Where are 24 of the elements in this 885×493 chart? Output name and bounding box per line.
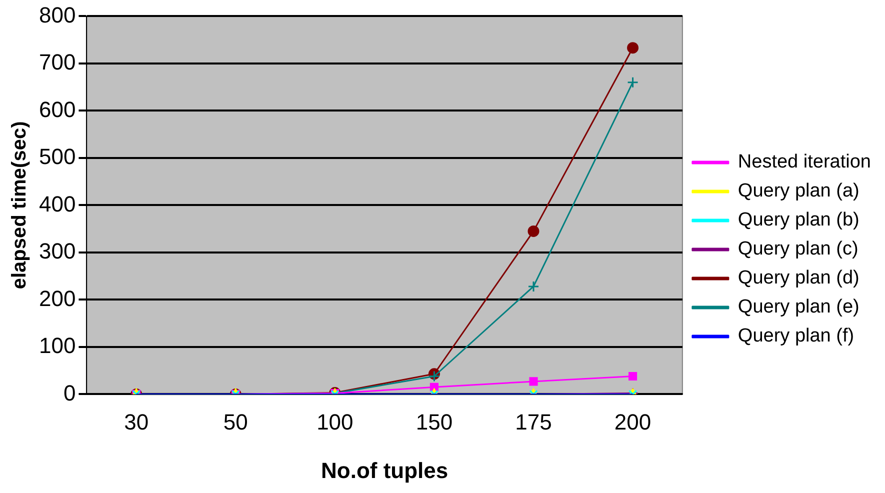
- y-axis-title: elapsed time(sec): [8, 121, 31, 290]
- x-axis-title: No.of tuples: [321, 458, 448, 483]
- y-tick-label: 100: [38, 333, 76, 358]
- legend-label: Query plan (f): [738, 326, 854, 347]
- x-tick-label: 30: [124, 409, 149, 434]
- x-tick-label: 200: [614, 409, 652, 434]
- legend-label: Query plan (c): [738, 238, 858, 260]
- legend-label: Nested iteration: [738, 152, 872, 173]
- y-tick-label: 500: [38, 144, 76, 170]
- y-tick-label: 300: [38, 238, 76, 264]
- legend-label: Query plan (b): [738, 210, 860, 231]
- x-tick-label: 50: [223, 409, 248, 434]
- y-tick-label: 400: [38, 191, 76, 216]
- x-tick-label: 100: [316, 409, 354, 434]
- y-tick-label: 600: [38, 96, 76, 122]
- y-tick-label: 700: [38, 50, 76, 75]
- legend-label: Query plan (e): [738, 296, 860, 318]
- y-tick-label: 0: [63, 380, 76, 406]
- x-tick-label: 150: [416, 409, 453, 434]
- legend-label: Query plan (d): [738, 268, 860, 289]
- y-tick-label: 800: [38, 2, 76, 28]
- x-tick-label: 175: [515, 409, 552, 434]
- legend-label: Query plan (a): [738, 180, 860, 202]
- y-tick-label: 200: [38, 286, 76, 311]
